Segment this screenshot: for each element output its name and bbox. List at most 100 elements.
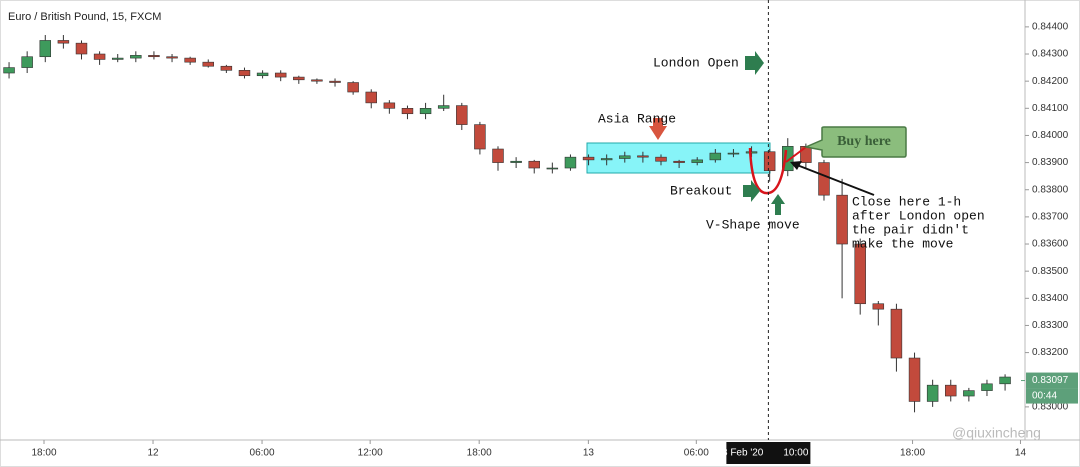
candle-body [510,160,522,163]
marks [3,35,1011,413]
candle-body [419,108,432,115]
countdown-badge [1026,388,1078,404]
crosshair-badge [726,442,811,464]
annotations: Euro / British Pound, 15, FXCM London Op… [8,11,1041,441]
candle-body [274,72,287,78]
candle-body [401,108,414,115]
chart-title: Euro / British Pound, 15, FXCM [8,11,161,23]
candle-body [872,303,885,310]
v-arrow [771,194,785,215]
breakout-label: Breakout [670,183,732,198]
buy-here-label: Buy here [837,134,891,149]
candle-body [709,152,722,161]
watermark: @qiuxincheng [952,425,1041,441]
candle-body [329,80,341,83]
asia-range-label: Asia Range [598,111,676,126]
y-tick-label: 0.83900 [1032,157,1069,168]
candle-body [148,55,160,58]
candle-body [220,65,233,71]
y-tick-label: 0.84400 [1032,22,1069,33]
candle-body [818,162,830,196]
candle-body [963,390,975,397]
candle-body [456,105,468,125]
candle-body [293,76,305,81]
candle-body [546,167,559,170]
candle-body [3,67,15,74]
asia-arrow [649,118,667,140]
candle-body [999,376,1011,385]
note-line: Close here 1-h [852,194,961,209]
candle-body [311,79,323,82]
buy-callout [803,126,907,158]
candle-body [39,40,52,58]
candle-body [437,105,450,109]
crosshair-time: 10:00 [783,448,808,459]
candle-body [673,160,685,163]
x-tick-label: 06:00 [684,448,709,459]
note-line: after London open [852,208,985,223]
candle-body [184,57,196,63]
crosshair-date: 13 Feb '20 [716,448,763,459]
note-line: the pair didn't [852,222,969,237]
candle-body [908,357,921,402]
candle-body [981,383,993,391]
red-stroke [785,146,807,163]
candle-body [75,42,88,55]
london-arrow [745,51,764,75]
x-tick-label: 06:00 [250,448,275,459]
candle-body [564,156,577,169]
candle-body [57,40,70,44]
candle-body [93,53,106,60]
plot [586,142,771,174]
candle-body [347,82,359,93]
y-tick-label: 0.83200 [1032,347,1069,358]
y-tick-label: 0.84200 [1032,76,1069,87]
candle-body [691,159,703,163]
x-tick-label: 13 [583,448,595,459]
candle-body [763,151,776,172]
candle-body [637,155,649,158]
candle-body [202,61,214,67]
y-tick-label: 0.83400 [1032,293,1069,304]
candle-body [655,156,667,162]
candle-body [619,155,631,159]
london-open-label: London Open [653,55,739,70]
y-tick-label: 0.83800 [1032,184,1069,195]
candle-body [238,70,251,77]
candle-body [365,91,377,104]
y-tick-label: 0.83700 [1032,212,1069,223]
candle-body [21,56,33,68]
x-tick-label: 18:00 [31,448,56,459]
y-tick-label: 0.83500 [1032,266,1069,277]
candle-body [130,55,142,59]
x-tick-label: 18:00 [467,448,492,459]
note-line: make the move [852,236,953,251]
x-tick-label: 18:00 [900,448,925,459]
x-tick-label: 14 [1015,448,1027,459]
candle-body [890,308,903,359]
breakout-arrow [743,180,760,202]
last-price-label: 0.83097 [1032,375,1069,386]
candle-body [836,194,848,245]
candle-body [600,158,613,161]
y-tick-label: 0.83300 [1032,320,1069,331]
y-tick-label: 0.83600 [1032,239,1069,250]
y-tick-label: 0.84000 [1032,130,1069,141]
pointer-head [790,161,802,170]
candle-body [492,148,504,163]
candle-body [854,243,866,305]
candle-body [727,152,740,155]
candle-body [166,56,178,59]
y-tick-label: 0.83000 [1032,402,1069,413]
v-shape-label: V-Shape move [706,217,800,232]
y-tick-label: 0.84300 [1032,49,1069,60]
y-tick-label: 0.84100 [1032,103,1069,114]
candle-body [945,384,957,397]
candle-body [111,57,124,60]
candle-body [782,146,794,172]
candle-body [474,124,486,150]
x-tick-label: 12:00 [358,448,383,459]
candle-body [528,160,540,169]
